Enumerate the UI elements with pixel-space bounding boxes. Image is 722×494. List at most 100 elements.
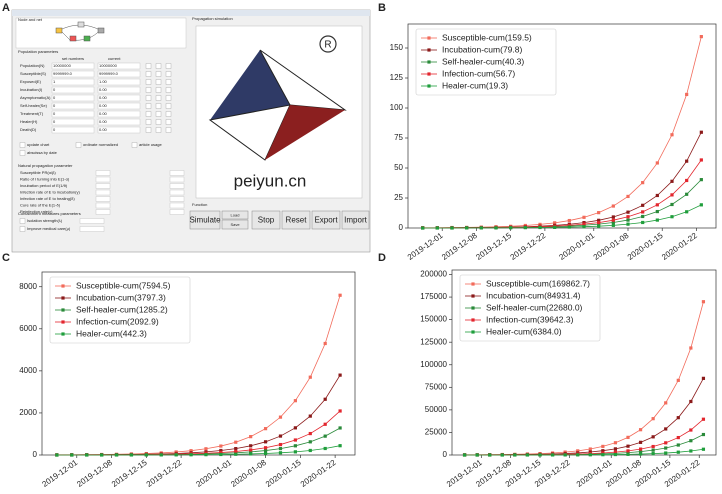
checkbox[interactable] xyxy=(155,127,162,133)
button[interactable] xyxy=(281,210,311,230)
legend-marker xyxy=(427,36,431,40)
checkbox[interactable] xyxy=(155,79,162,85)
checkbox[interactable] xyxy=(145,95,152,101)
input-field[interactable] xyxy=(169,176,185,183)
input-field[interactable] xyxy=(95,209,111,215)
button-label[interactable]: Load xyxy=(231,213,240,218)
checkbox[interactable] xyxy=(75,142,82,148)
field-value: 1.00 xyxy=(99,79,108,84)
checkbox[interactable] xyxy=(165,71,172,77)
button-label[interactable]: Save xyxy=(230,222,240,227)
input-field[interactable] xyxy=(97,118,141,126)
data-point xyxy=(685,210,689,214)
checkbox[interactable] xyxy=(165,87,172,93)
button[interactable] xyxy=(221,219,249,230)
button[interactable] xyxy=(189,210,221,230)
input-field[interactable] xyxy=(95,170,111,176)
checkbox[interactable] xyxy=(155,119,162,125)
checkbox[interactable] xyxy=(165,127,172,133)
input-field[interactable] xyxy=(51,110,95,118)
input-field[interactable] xyxy=(51,102,95,110)
button[interactable] xyxy=(311,210,341,230)
input-field[interactable] xyxy=(97,70,141,78)
checkbox[interactable] xyxy=(131,142,138,148)
input-field[interactable] xyxy=(95,202,111,209)
input-field[interactable] xyxy=(95,196,111,202)
legend-label: Infection-cum(39642.3) xyxy=(486,314,574,324)
checkbox[interactable] xyxy=(19,142,26,148)
field-value: 9999999.0 xyxy=(99,71,119,76)
data-point xyxy=(670,179,674,183)
input-field[interactable] xyxy=(97,94,141,102)
button[interactable] xyxy=(221,210,249,220)
param-label: Reinfection rate(ε) xyxy=(20,209,53,214)
input-field[interactable] xyxy=(51,126,95,134)
checkbox[interactable] xyxy=(155,63,162,69)
input-field[interactable] xyxy=(97,102,141,110)
series-line xyxy=(464,378,704,456)
checkbox[interactable] xyxy=(145,127,152,133)
button-label[interactable]: Stop xyxy=(258,216,275,225)
checkbox[interactable] xyxy=(145,103,152,109)
checkbox[interactable] xyxy=(155,95,162,101)
input-field[interactable] xyxy=(51,86,95,94)
checkbox[interactable] xyxy=(145,79,152,85)
checkbox[interactable] xyxy=(155,87,162,93)
input-field[interactable] xyxy=(95,183,111,189)
button[interactable] xyxy=(341,210,370,230)
checkbox[interactable] xyxy=(165,79,172,85)
checkbox[interactable] xyxy=(165,95,172,101)
y-tick-label: 2000 xyxy=(19,408,37,417)
input-field[interactable] xyxy=(51,70,95,78)
checkbox[interactable] xyxy=(155,111,162,117)
input-field[interactable] xyxy=(169,189,185,196)
data-point xyxy=(676,450,680,454)
checkbox[interactable] xyxy=(145,111,152,117)
data-point xyxy=(576,453,580,457)
input-field[interactable] xyxy=(97,62,141,70)
checkbox[interactable] xyxy=(19,218,26,224)
input-field[interactable] xyxy=(97,78,141,86)
checkbox[interactable] xyxy=(145,87,152,93)
data-point xyxy=(308,375,312,379)
input-field[interactable] xyxy=(97,86,141,94)
input-field[interactable] xyxy=(51,62,95,70)
button-label[interactable]: Export xyxy=(314,216,338,225)
checkbox[interactable] xyxy=(19,226,26,232)
checkbox[interactable] xyxy=(19,150,26,156)
data-point xyxy=(676,416,680,420)
checkbox[interactable] xyxy=(155,103,162,109)
x-tick-label: 2020-01-08 xyxy=(592,231,631,262)
input-field[interactable] xyxy=(169,170,185,176)
input-field[interactable] xyxy=(169,183,185,189)
series-line xyxy=(464,448,704,456)
button-label[interactable]: Reset xyxy=(286,216,308,225)
input-field[interactable] xyxy=(51,118,95,126)
checkbox[interactable] xyxy=(165,63,172,69)
input-field[interactable] xyxy=(169,202,185,209)
button[interactable] xyxy=(251,210,281,230)
y-tick-label: 0 xyxy=(33,450,38,459)
checkbox[interactable] xyxy=(145,119,152,125)
input-field[interactable] xyxy=(95,176,111,183)
checkbox[interactable] xyxy=(165,103,172,109)
input-field[interactable] xyxy=(79,226,105,232)
button-label[interactable]: Simulate xyxy=(189,216,221,225)
checkbox[interactable] xyxy=(145,63,152,69)
checkbox[interactable] xyxy=(165,111,172,117)
input-field[interactable] xyxy=(79,218,105,224)
input-field[interactable] xyxy=(95,189,111,196)
input-field[interactable] xyxy=(51,78,95,86)
input-field[interactable] xyxy=(97,126,141,134)
data-point xyxy=(664,451,668,455)
checkbox[interactable] xyxy=(155,71,162,77)
input-field[interactable] xyxy=(51,94,95,102)
checkbox[interactable] xyxy=(165,119,172,125)
data-point xyxy=(450,226,454,230)
input-field[interactable] xyxy=(169,209,185,215)
input-field[interactable] xyxy=(97,110,141,118)
button-label[interactable]: Import xyxy=(344,216,367,225)
input-field[interactable] xyxy=(169,196,185,202)
legend-marker xyxy=(61,320,65,324)
checkbox[interactable] xyxy=(145,71,152,77)
